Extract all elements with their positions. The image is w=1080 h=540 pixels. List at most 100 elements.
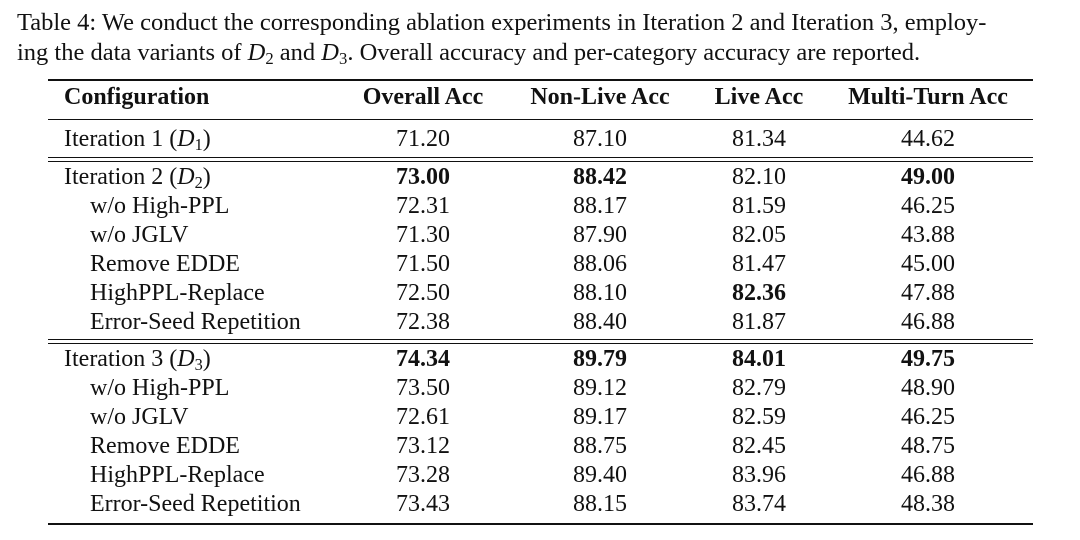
live-acc-cell: 82.36 [732,280,786,306]
header-non-live-acc: Non-Live Acc [530,84,670,110]
non-live-acc-cell: 89.17 [573,404,627,430]
table-row: Remove EDDE 71.50 88.06 81.47 45.00 [48,250,1033,279]
row-label: w/o JGLV [90,222,189,248]
live-acc-cell: 82.59 [732,404,786,430]
multi-turn-acc-cell: 48.90 [901,375,955,401]
non-live-acc-cell: 89.79 [573,346,627,372]
close-paren: ) [202,164,211,190]
caption-text-a: ing the data variants of [17,39,248,66]
row-label: HighPPL-Replace [90,462,265,488]
header-multi-turn-acc: Multi-Turn Acc [848,84,1008,110]
row-label-text: Iteration 3 ( [64,346,178,372]
row-label-text: Iteration 2 ( [64,164,178,190]
overall-acc-cell: 73.28 [396,462,450,488]
multi-turn-acc-cell: 48.38 [901,491,955,517]
live-acc-cell: 82.05 [732,222,786,248]
section-rule-2a [48,339,1033,340]
table-row: w/o JGLV 71.30 87.90 82.05 43.88 [48,221,1033,250]
row-label: Iteration 1 (D1) [64,125,211,154]
non-live-acc-cell: 88.10 [573,280,627,306]
section-rule-1a [48,157,1033,158]
multi-turn-acc-cell: 43.88 [901,222,955,248]
live-acc-cell: 81.34 [732,126,786,152]
dataset-d3-subscript: 3 [339,49,348,69]
non-live-acc-cell: 89.40 [573,462,627,488]
multi-turn-acc-cell: 48.75 [901,433,955,459]
table-row: HighPPL-Replace 72.50 88.10 82.36 47.88 [48,279,1033,308]
non-live-acc-cell: 88.75 [573,433,627,459]
caption-text-c: . Overall accuracy and per-category accu… [347,39,921,66]
bottom-rule [48,523,1033,525]
non-live-acc-cell: 88.06 [573,251,627,277]
overall-acc-cell: 73.43 [396,491,450,517]
header-overall-acc: Overall Acc [362,84,484,110]
header-live-acc: Live Acc [714,84,804,110]
table-row: Remove EDDE 73.12 88.75 82.45 48.75 [48,432,1033,461]
row-label: Remove EDDE [90,251,240,277]
dataset-d2-subscript: 2 [265,49,274,69]
table-row: w/o High-PPL 73.50 89.12 82.79 48.90 [48,374,1033,403]
overall-acc-cell: 73.50 [396,375,450,401]
row-label: w/o High-PPL [90,375,230,401]
dataset-symbol: D [177,164,195,190]
row-label: w/o High-PPL [90,193,230,219]
multi-turn-acc-cell: 46.88 [901,309,955,335]
multi-turn-acc-cell: 45.00 [901,251,955,277]
section-rule-1b [48,161,1033,162]
live-acc-cell: 81.47 [732,251,786,277]
table-caption: Table 4: We conduct the corresponding ab… [17,8,1067,68]
overall-acc-cell: 74.34 [396,346,450,372]
live-acc-cell: 81.59 [732,193,786,219]
row-label: Iteration 3 (D3) [64,345,211,374]
table-row-iteration-2: Iteration 2 (D2) 73.00 88.42 82.10 49.00 [48,163,1033,192]
header-rule [48,119,1033,120]
section-rule-2b [48,343,1033,344]
close-paren: ) [202,126,211,152]
multi-turn-acc-cell: 46.88 [901,462,955,488]
dataset-symbol: D [177,126,195,152]
dataset-subscript: 1 [194,135,203,155]
row-label: w/o JGLV [90,404,189,430]
dataset-subscript: 3 [194,355,203,375]
non-live-acc-cell: 88.42 [573,164,627,190]
dataset-subscript: 2 [194,173,203,193]
non-live-acc-cell: 88.40 [573,309,627,335]
overall-acc-cell: 71.50 [396,251,450,277]
dataset-d2-symbol: D [247,39,266,66]
table-row: HighPPL-Replace 73.28 89.40 83.96 46.88 [48,461,1033,490]
live-acc-cell: 83.74 [732,491,786,517]
table-row: Error-Seed Repetition 73.43 88.15 83.74 … [48,490,1033,519]
multi-turn-acc-cell: 49.75 [901,346,955,372]
table-row: w/o High-PPL 72.31 88.17 81.59 46.25 [48,192,1033,221]
overall-acc-cell: 72.50 [396,280,450,306]
multi-turn-acc-cell: 46.25 [901,404,955,430]
live-acc-cell: 82.10 [732,164,786,190]
caption-line-2: ing the data variants of D2 and D3. Over… [17,38,1067,68]
non-live-acc-cell: 88.17 [573,193,627,219]
multi-turn-acc-cell: 49.00 [901,164,955,190]
row-label: Remove EDDE [90,433,240,459]
row-label: Error-Seed Repetition [90,491,301,517]
overall-acc-cell: 72.31 [396,193,450,219]
table-row: Error-Seed Repetition 72.38 88.40 81.87 … [48,308,1033,337]
overall-acc-cell: 73.12 [396,433,450,459]
close-paren: ) [202,346,211,372]
top-rule [48,79,1033,81]
table-row-iteration-1: Iteration 1 (D1) 71.20 87.10 81.34 44.62 [48,125,1033,154]
dataset-d3-symbol: D [321,39,339,66]
non-live-acc-cell: 88.15 [573,491,627,517]
dataset-symbol: D [177,346,195,372]
row-label: HighPPL-Replace [90,280,265,306]
live-acc-cell: 84.01 [732,346,786,372]
multi-turn-acc-cell: 47.88 [901,280,955,306]
overall-acc-cell: 71.20 [396,126,450,152]
row-label-text: Iteration 1 ( [64,126,178,152]
table-row-iteration-3: Iteration 3 (D3) 74.34 89.79 84.01 49.75 [48,345,1033,374]
non-live-acc-cell: 87.10 [573,126,627,152]
non-live-acc-cell: 89.12 [573,375,627,401]
overall-acc-cell: 72.61 [396,404,450,430]
caption-line-1: Table 4: We conduct the corresponding ab… [17,9,987,36]
live-acc-cell: 81.87 [732,309,786,335]
overall-acc-cell: 73.00 [396,164,450,190]
live-acc-cell: 82.45 [732,433,786,459]
